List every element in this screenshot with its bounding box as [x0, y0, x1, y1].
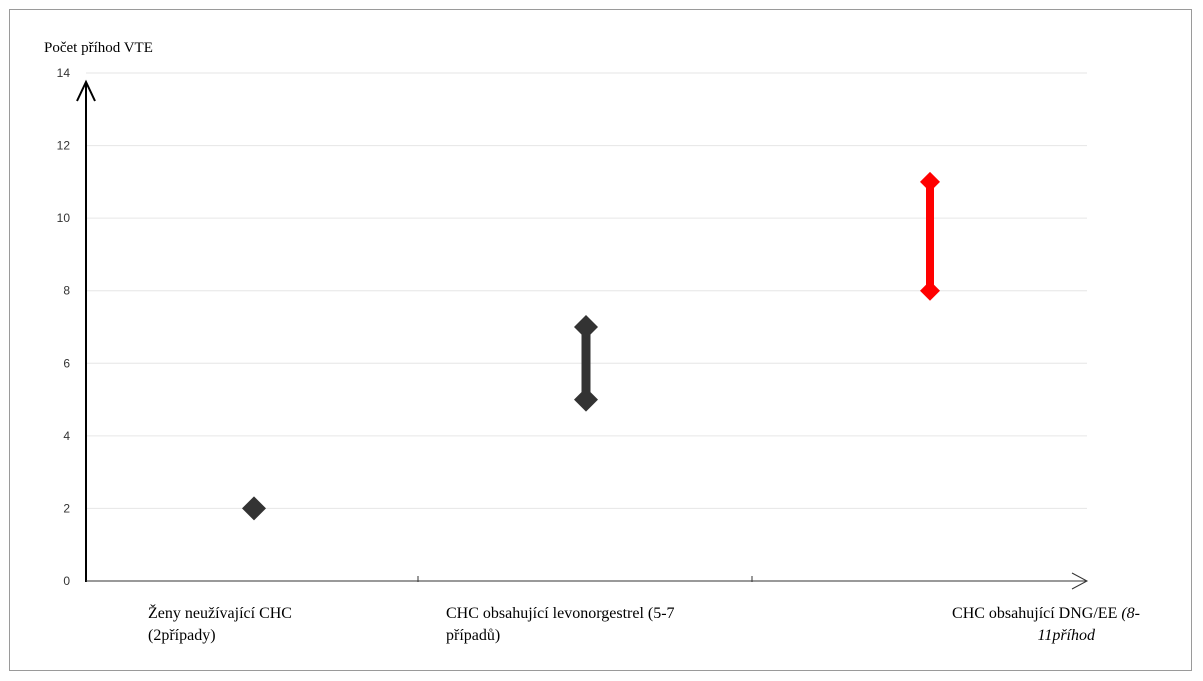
y-tick-label: 10 — [57, 211, 71, 225]
category-label-1-line1: Ženy neužívající CHC — [148, 603, 292, 622]
x-axis-arrow — [1071, 572, 1089, 590]
y-tick-label: 0 — [63, 574, 70, 588]
y-tick-label: 14 — [57, 66, 71, 80]
category-label-3-italic: (8- — [1121, 605, 1140, 622]
category-label-3-normal: CHC obsahující DNG/EE — [952, 605, 1121, 622]
data-marks — [242, 171, 940, 521]
y-axis-label: Počet příhod VTE — [44, 40, 153, 56]
range-low-marker — [574, 387, 598, 412]
y-tick-label: 2 — [63, 501, 70, 515]
y-tick-label: 8 — [63, 284, 70, 298]
y-tick-label: 4 — [63, 429, 70, 443]
y-tick-label: 6 — [63, 356, 70, 370]
chart-frame — [9, 9, 1192, 671]
range-high-marker — [920, 171, 940, 192]
y-axis-arrow — [76, 79, 96, 102]
point-marker — [242, 496, 266, 521]
category-label-2-line2: případů) — [446, 627, 500, 644]
range-high-marker — [574, 315, 598, 339]
y-tick-labels: 0 2 4 6 8 10 12 14 — [57, 66, 71, 588]
range-low-marker — [920, 280, 940, 301]
category-label-2-line1: CHC obsahující levonorgestrel (5-7 — [446, 605, 675, 622]
y-tick-label: 12 — [57, 139, 71, 153]
category-label-3-line2: 11příhod — [1038, 627, 1096, 644]
category-label-1-line2: (2případy) — [148, 627, 216, 644]
category-label-3-line1: CHC obsahující DNG/EE (8- — [952, 605, 1140, 622]
